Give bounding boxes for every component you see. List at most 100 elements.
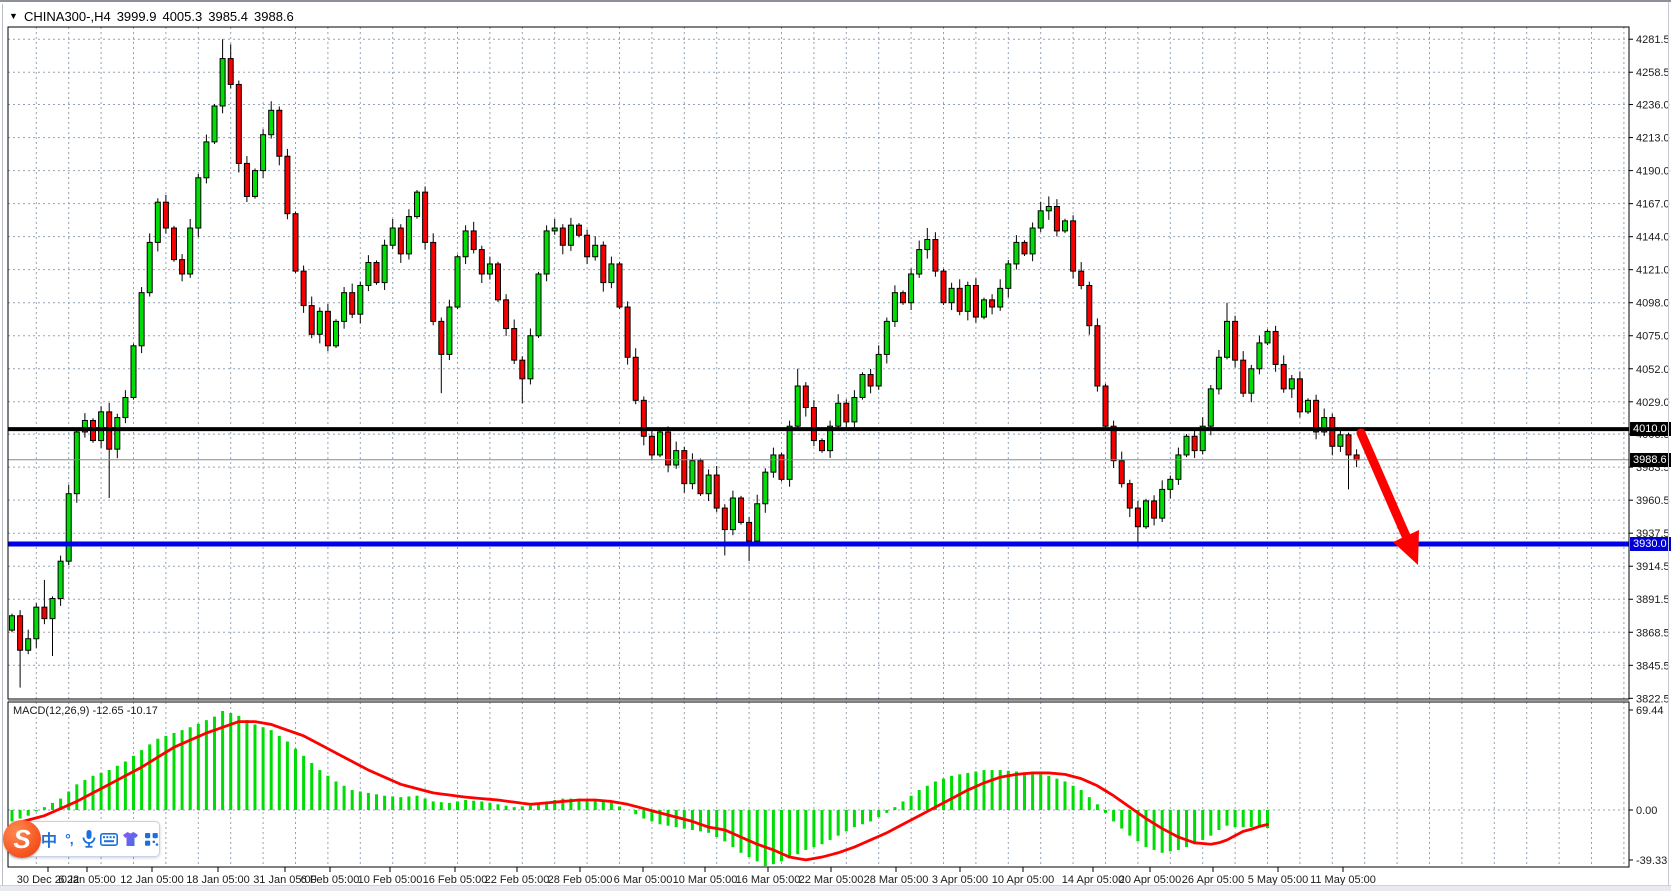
price-tag-support: 3930.0 (1630, 536, 1671, 551)
candle-body (754, 503, 761, 542)
candle-body (940, 270, 947, 304)
price-axis[interactable]: 4281.5 4258.5 4236.0 4213.0 4190.0 4167.0 4144… (1629, 34, 1670, 867)
candle-body (1143, 500, 1149, 528)
price-axis-label: 3822.5 (1636, 693, 1670, 705)
candle-body (1215, 356, 1222, 390)
candle-body (786, 425, 793, 480)
macd-histogram (10, 711, 1269, 867)
down-arrow-annotation[interactable] (1356, 428, 1419, 565)
candle-body (292, 213, 299, 272)
candle-body (365, 262, 372, 286)
candle-body (478, 249, 485, 275)
candle-body (551, 227, 558, 232)
candle-body (171, 227, 177, 261)
ime-skin-icon[interactable] (122, 828, 139, 850)
time-axis-label: 22 Feb 05:00 (485, 874, 550, 886)
candle-body (154, 201, 161, 243)
ime-chinese-mode-icon[interactable]: 中 (41, 833, 58, 850)
window-right-edge (1668, 2, 1669, 891)
candle-body (162, 201, 169, 229)
macd-axis-label: 0.00 (1636, 805, 1657, 817)
macd-pane-border (7, 701, 1630, 868)
chart-title: CHINA300-,H4 3999.9 4005.3 3985.4 3988.6 (24, 9, 300, 24)
candle-body (1321, 417, 1328, 433)
candle-body (794, 385, 801, 427)
price-axis-label: 3845.5 (1636, 660, 1670, 672)
candle-body (632, 356, 639, 401)
candle-body (1191, 435, 1198, 452)
candle-body (932, 239, 939, 272)
candle-body (1045, 206, 1052, 212)
candle-body (778, 454, 785, 480)
main-pane-border (7, 26, 1630, 700)
time-axis-label: 28 Feb 05:00 (548, 874, 613, 886)
sogou-logo-icon[interactable]: S (3, 820, 41, 858)
ime-menu-grid-icon[interactable] (143, 828, 159, 850)
candle-body (843, 402, 850, 423)
macd-signal-line (10, 720, 1269, 862)
candle-body (1288, 378, 1295, 390)
candle-body (1345, 434, 1352, 456)
candle-body (446, 306, 453, 355)
time-axis-label: 18 Jan 05:00 (186, 874, 250, 886)
candle-body (324, 310, 331, 347)
ime-microphone-icon[interactable] (81, 828, 97, 850)
symbol-dropdown-icon[interactable]: ▼ (9, 11, 18, 21)
candle-body (665, 431, 672, 466)
candle-body (900, 292, 906, 304)
candle-body (1313, 399, 1320, 433)
macd-axis-label: -39.33 (1636, 855, 1667, 867)
candle-body (300, 270, 307, 307)
candle-body (657, 431, 663, 456)
candle-body (1329, 417, 1336, 447)
time-axis-label: 26 Apr 05:00 (1182, 874, 1244, 886)
ohlc-open: 3999.9 (116, 9, 157, 24)
ohlc-close: 3988.6 (254, 9, 294, 24)
symbol-period: CHINA300-,H4 (24, 9, 111, 24)
candle-body (284, 155, 291, 215)
candle-body (1280, 363, 1287, 390)
candle-body (470, 230, 477, 251)
candle-body (1353, 454, 1360, 461)
candle-body (875, 353, 882, 387)
candle-body (1232, 320, 1239, 361)
candle-body (389, 227, 396, 246)
candle-body (819, 440, 825, 452)
candle-body (1199, 425, 1206, 452)
ime-keyboard-icon[interactable] (100, 828, 119, 850)
candle-body (1118, 460, 1125, 485)
candle-body (1305, 399, 1311, 413)
candle-body (243, 162, 250, 197)
candle-body (405, 216, 412, 255)
candle-body (211, 105, 218, 143)
candle-body (462, 230, 469, 258)
time-axis-label: 5 May 05:00 (1248, 874, 1309, 886)
candle-body (1053, 206, 1060, 232)
candle-body (195, 177, 202, 229)
price-axis-label: 3891.5 (1636, 594, 1670, 606)
candle-body (511, 328, 518, 361)
candle-body (1126, 483, 1133, 509)
price-axis-label: 3914.5 (1636, 561, 1670, 573)
candle-body (746, 521, 753, 542)
price-axis-label: 4281.5 (1636, 34, 1670, 46)
candle-body (648, 435, 655, 456)
macd-axis-label: 69.44 (1636, 705, 1664, 717)
ime-punctuation-icon[interactable]: °, (65, 831, 73, 847)
time-axis-label: 10 Apr 05:00 (992, 874, 1054, 886)
candle-body (827, 425, 834, 452)
candle-body (1175, 454, 1182, 480)
candle-body (705, 474, 712, 495)
time-axis-label: 16 Feb 05:00 (423, 874, 488, 886)
time-axis-label: 10 Feb 05:00 (358, 874, 423, 886)
ime-toolbar[interactable]: S 中 °, (3, 820, 160, 858)
candle-body (567, 224, 574, 246)
candle-body (454, 256, 461, 308)
price-axis-label: 3960.5 (1636, 495, 1670, 507)
candle-body (41, 606, 48, 620)
candle-body (527, 335, 534, 380)
candle-body (948, 287, 955, 304)
